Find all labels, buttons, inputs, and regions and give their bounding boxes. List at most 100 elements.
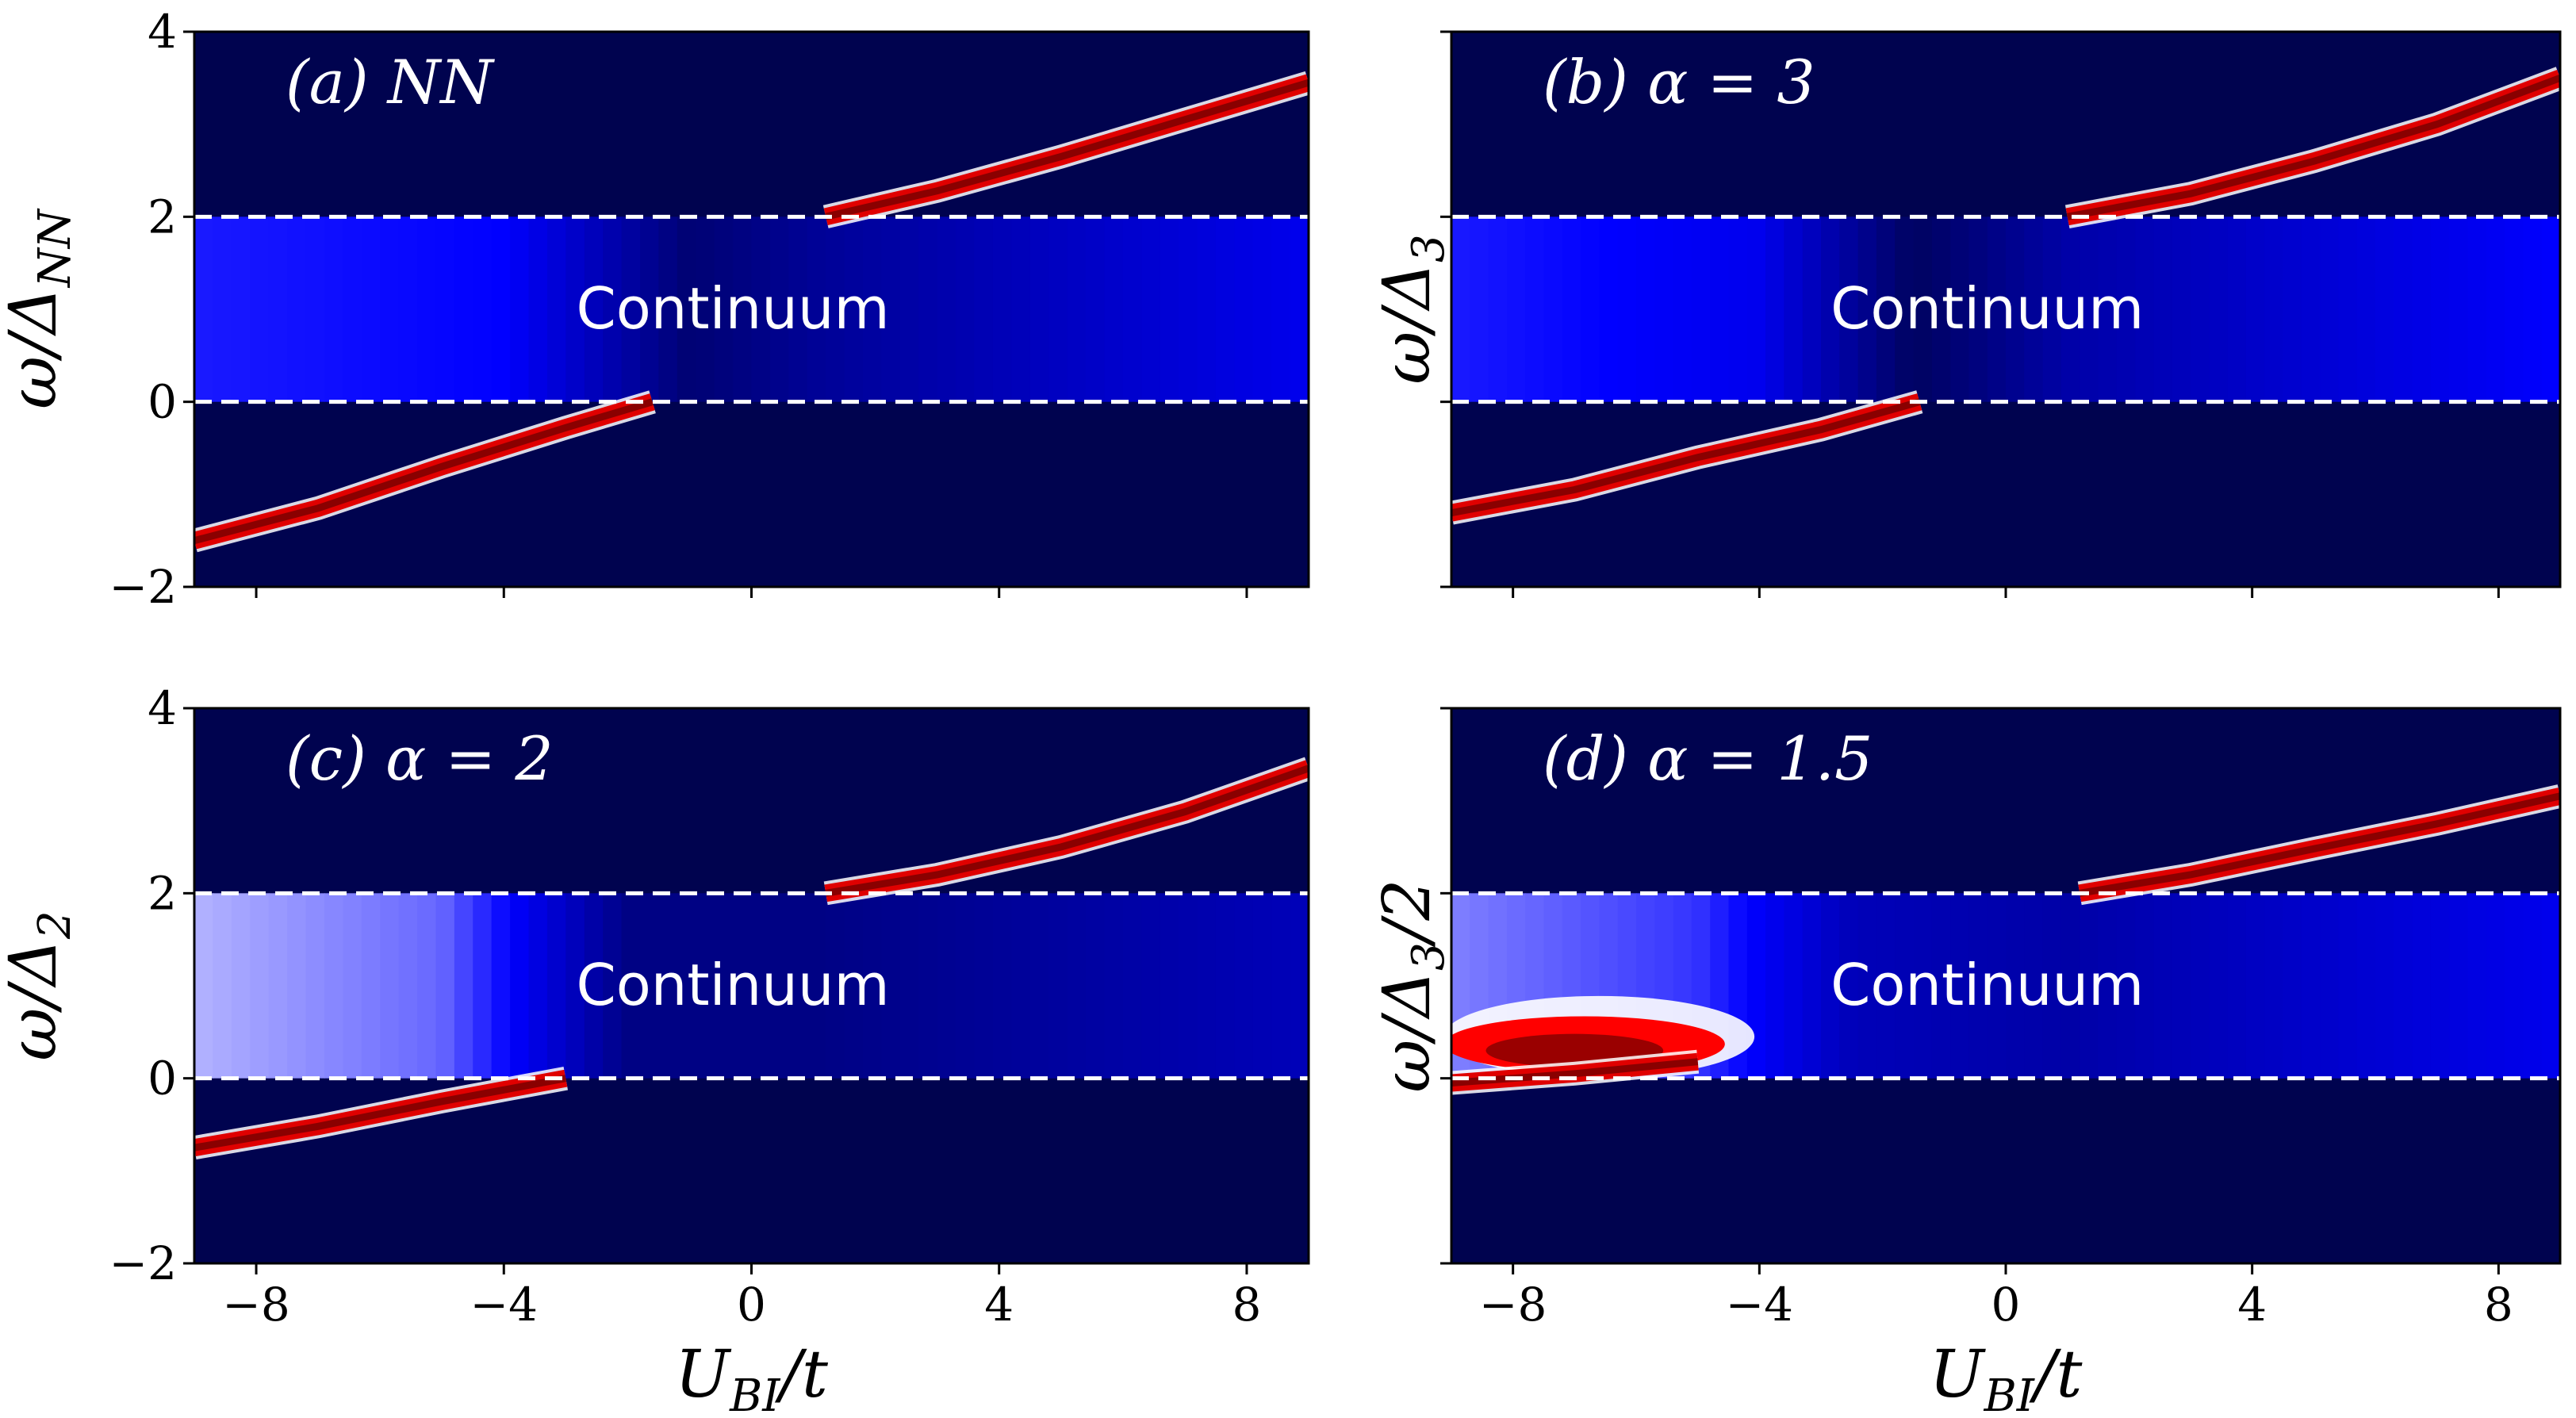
continuum-cell <box>250 217 270 402</box>
continuum-cell <box>2060 217 2081 402</box>
continuum-cell <box>491 217 512 402</box>
continuum-cell <box>1987 893 2007 1079</box>
branch-upper-core <box>2066 75 2560 220</box>
continuum-cell <box>1290 217 1309 402</box>
continuum-cell <box>380 217 400 402</box>
branch-lower-core <box>194 1075 567 1152</box>
continuum-cell <box>658 893 678 1079</box>
continuum-cell <box>510 893 530 1079</box>
continuum-cell <box>714 217 734 402</box>
continuum-cell <box>2227 893 2247 1079</box>
continuum-cell <box>2505 893 2524 1079</box>
continuum-cell <box>974 217 994 402</box>
continuum-cell <box>1913 893 1933 1079</box>
x-tick-label: −8 <box>222 1278 290 1332</box>
continuum-cell <box>2245 217 2266 402</box>
x-axis-label: UBI​/t <box>1930 1337 2083 1418</box>
continuum-cell <box>1104 893 1124 1079</box>
continuum-cell <box>528 893 548 1079</box>
continuum-label: Continuum <box>1830 952 2144 1018</box>
continuum-cell <box>343 893 362 1079</box>
continuum-cell <box>473 893 493 1079</box>
continuum-cell <box>305 217 325 402</box>
continuum-cell <box>863 217 883 402</box>
continuum-cell <box>1086 217 1106 402</box>
continuum-cell <box>1179 893 1198 1079</box>
y-tick-label: −2 <box>109 560 178 614</box>
continuum-cell <box>1895 893 1915 1079</box>
continuum-cell <box>1617 217 1637 402</box>
y-tick-label: 4 <box>148 681 177 735</box>
continuum-cell <box>1839 217 1859 402</box>
continuum-cell <box>1271 893 1291 1079</box>
continuum-cell <box>899 217 920 402</box>
continuum-cell <box>899 893 920 1079</box>
continuum-cell <box>1857 893 1877 1079</box>
continuum-cell <box>1525 217 1545 402</box>
continuum-cell <box>1488 217 1508 402</box>
continuum-cell <box>1234 893 1254 1079</box>
panel-d: −8 −4 0 4 8 (d) α = 1.5 Continuum ω/Δ3​/2 UBI​/t <box>1370 707 2562 1418</box>
continuum-cell <box>1160 893 1180 1079</box>
continuum-cell <box>1252 893 1273 1079</box>
continuum-cell <box>2338 893 2358 1079</box>
continuum-cell <box>1599 217 1619 402</box>
x-axis-label: UBI​/t <box>675 1337 829 1418</box>
x-tick-label: 8 <box>2484 1278 2513 1332</box>
continuum-cell <box>2449 893 2469 1079</box>
continuum-cell <box>1876 217 1896 402</box>
continuum-cell <box>2523 893 2543 1079</box>
continuum-cell <box>1636 217 1656 402</box>
continuum-cell <box>343 217 362 402</box>
continuum-cell <box>1122 893 1143 1079</box>
continuum-cell <box>2394 893 2413 1079</box>
continuum-cell <box>287 893 307 1079</box>
continuum-cell <box>1543 217 1563 402</box>
continuum-cell <box>2412 217 2432 402</box>
continuum-cell <box>361 893 381 1079</box>
continuum-cell <box>956 893 976 1079</box>
continuum-cell <box>213 893 232 1079</box>
x-tick-label: −4 <box>470 1278 539 1332</box>
branch-upper-core <box>2079 792 2560 897</box>
panel-label: (a) NN <box>286 47 495 117</box>
continuum-cell <box>1895 217 1915 402</box>
continuum-cell <box>1271 217 1291 402</box>
continuum-cell <box>231 217 251 402</box>
continuum-cell <box>2356 217 2376 402</box>
continuum-label: Continuum <box>1830 275 2144 342</box>
continuum-cell <box>1746 217 1767 402</box>
continuum-cell <box>398 893 418 1079</box>
continuum-cell <box>1451 217 1471 402</box>
branch-lower-core <box>1451 398 1921 517</box>
panel-a: −2 0 2 4 (a) NN Continuum ω/ΔNN​ <box>0 5 1310 614</box>
y-tick-label: 4 <box>148 5 177 59</box>
continuum-cell <box>305 893 325 1079</box>
continuum-cell <box>2283 893 2302 1079</box>
heatmap-area <box>1451 32 2560 587</box>
continuum-cell <box>2449 217 2469 402</box>
panel-c: −8 −4 0 4 8 −2 0 2 4 (c) α = 2 Continuum ω/Δ2​ UBI​/… <box>0 681 1310 1418</box>
continuum-cell <box>231 893 251 1079</box>
continuum-cell <box>696 217 715 402</box>
continuum-cell <box>992 893 1013 1079</box>
continuum-cell <box>956 217 976 402</box>
continuum-cell <box>2116 217 2137 402</box>
continuum-cell <box>2227 217 2247 402</box>
panel-label: (d) α = 1.5 <box>1543 723 1873 794</box>
heatmap-area <box>194 32 1309 587</box>
continuum-cell <box>603 217 623 402</box>
continuum-cell <box>1215 217 1236 402</box>
continuum-cell <box>751 893 771 1079</box>
continuum-cell <box>788 893 808 1079</box>
continuum-cell <box>1141 217 1161 402</box>
continuum-cell <box>751 217 771 402</box>
continuum-cell <box>2375 217 2395 402</box>
continuum-cell <box>621 893 641 1079</box>
continuum-cell <box>2024 893 2044 1079</box>
continuum-cell <box>1048 217 1068 402</box>
continuum-cell <box>2264 217 2284 402</box>
continuum-cell <box>565 893 585 1079</box>
continuum-cell <box>1710 217 1730 402</box>
continuum-cell <box>194 893 214 1079</box>
